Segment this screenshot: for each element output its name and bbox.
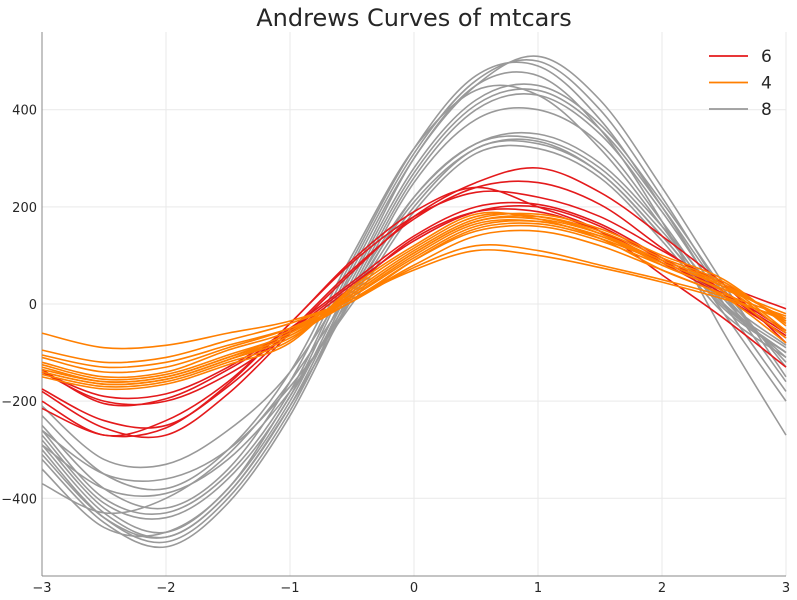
y-tick-label: 200 xyxy=(12,201,37,216)
y-tick-label: −400 xyxy=(1,492,37,507)
x-tick-label: −3 xyxy=(32,581,51,596)
curve-series-8 xyxy=(41,55,787,520)
tick-labels: −3 −2 −1 0 1 2 3 −400 −200 0 200 400 xyxy=(1,104,790,596)
x-tick-label: 2 xyxy=(658,581,666,596)
x-tick-label: −2 xyxy=(156,581,175,596)
curve-series-6 xyxy=(41,180,787,429)
curve-series-8 xyxy=(41,92,787,544)
curve-series-4 xyxy=(41,249,787,383)
y-tick-label: 0 xyxy=(29,298,37,313)
curve-series-6 xyxy=(41,186,787,437)
legend-label-4: 4 xyxy=(761,74,772,94)
x-tick-label: 1 xyxy=(534,581,542,596)
curve-series-8 xyxy=(41,131,787,515)
curve-series-4 xyxy=(41,211,787,391)
curve-series-8 xyxy=(41,106,787,549)
curve-series-4 xyxy=(41,244,787,386)
x-tick-label: 3 xyxy=(782,581,790,596)
y-tick-label: 400 xyxy=(12,104,37,119)
legend-label-6: 6 xyxy=(761,47,772,67)
curves xyxy=(41,55,787,549)
curve-series-8 xyxy=(41,59,787,516)
curve-series-4 xyxy=(41,212,787,381)
x-tick-label: 0 xyxy=(410,581,418,596)
grid xyxy=(41,32,787,576)
curve-series-4 xyxy=(41,212,787,388)
legend: 6 4 8 xyxy=(709,47,772,120)
legend-label-8: 8 xyxy=(761,100,772,120)
x-tick-label: −1 xyxy=(280,581,299,596)
curve-series-6 xyxy=(41,190,787,438)
axes xyxy=(41,32,786,577)
chart-title: Andrews Curves of mtcars xyxy=(256,4,572,32)
y-tick-label: −200 xyxy=(1,395,37,410)
